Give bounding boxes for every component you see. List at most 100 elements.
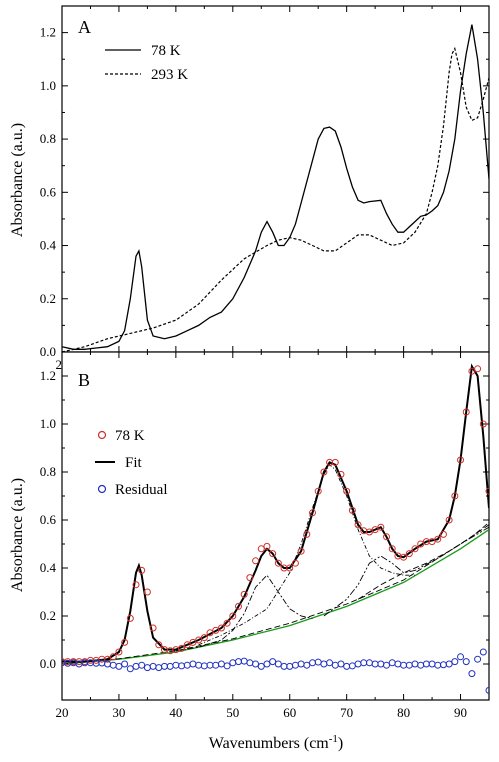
panel-a-y-axis-title: Absorbance (a.u.) — [9, 123, 26, 237]
panel-b-x-tick-label: 40 — [169, 705, 182, 720]
panel-b-residual-point — [115, 662, 123, 670]
panel-b-78-k-point — [121, 638, 129, 646]
panel-b-x-tick-label: 80 — [397, 705, 410, 720]
panel-b-78-k-point — [200, 634, 208, 642]
panel-b-78-k-point — [297, 547, 305, 555]
panel-b-78-k-point — [314, 487, 322, 495]
panel-b-78-k-point — [337, 470, 345, 478]
panel-b-78-k-point — [286, 564, 294, 572]
panel-b-78-k-point — [132, 581, 140, 589]
panel-b-residual-point — [223, 662, 231, 670]
panel-b-x-tick-label: 70 — [340, 705, 353, 720]
panel-b-residual-point — [263, 660, 271, 668]
panel-b-residual-point — [121, 660, 129, 668]
panel-a-y-tick-label: 1.0 — [40, 78, 56, 93]
panel-b-series — [62, 363, 489, 694]
panel-b-78-k-point — [457, 456, 465, 464]
panel-b-78-k-point — [377, 523, 385, 531]
panel-b-78-k-point — [331, 458, 339, 466]
panel-b-series-component-4 — [323, 526, 489, 617]
panel-b-y-tick-label: 0.2 — [40, 608, 56, 623]
panel-b-residual-point — [485, 686, 489, 694]
panel-b-residual-point — [274, 660, 282, 668]
panel-b-78-k-point — [195, 636, 203, 644]
panel-b-78-k-point — [212, 626, 220, 634]
panel-b-residual-point — [337, 660, 345, 668]
panel-b-78-k-point — [155, 641, 163, 649]
panel-b-78-k-point — [229, 612, 237, 620]
panel-b-y-tick-label: 0.6 — [40, 512, 57, 527]
panel-b-78-k-point — [206, 629, 214, 637]
panel-b-x-axis-title: Wavenumbers (cm-1) — [209, 733, 344, 752]
panel-b-y-tick-label: 1.2 — [40, 368, 56, 383]
panel-a-y-tick-label: 0.2 — [40, 291, 56, 306]
panel-b-78-k-point — [126, 614, 134, 622]
panel-b-78-k-point — [439, 530, 447, 538]
panel-a: A 20304050607080900.00.20.40.60.81.01.2 … — [9, 5, 490, 372]
panel-b-78-k-point — [263, 542, 271, 550]
panel-b-78-k-point — [240, 590, 248, 598]
panel-a-label: A — [78, 17, 91, 37]
panel-b-residual-point — [138, 661, 146, 669]
panel-a-series-78-k — [62, 24, 489, 350]
panel-b-78-k-point — [149, 624, 157, 632]
panel-b-78-k-point — [234, 602, 242, 610]
panel-b-residual-point — [257, 662, 265, 670]
panel-b-y-tick-label: 1.0 — [40, 416, 56, 431]
panel-b-y-tick-label: 0.0 — [40, 656, 56, 671]
panel-a-legend-label-78-k: 78 K — [151, 43, 181, 59]
panel-b-78-k-point — [115, 648, 123, 656]
panel-b-legend-label-78-k: 78 K — [115, 428, 145, 444]
panel-b-legend-swatch-78-k — [97, 430, 107, 440]
panel-b-78-k-point — [309, 509, 317, 517]
panel-b-series-component-5 — [357, 522, 489, 600]
panel-b-78-k-point — [388, 545, 396, 553]
panel-b-legend-swatch-residual — [97, 484, 107, 494]
panel-b-legend-label-fit: Fit — [125, 455, 143, 471]
panel-b-78-k-point — [189, 638, 197, 646]
panel-b-residual-point — [468, 670, 476, 678]
panel-b-x-tick-label: 90 — [454, 705, 467, 720]
panel-b-78-k-point — [303, 530, 311, 538]
panel-a-y-tick-label: 1.2 — [40, 25, 56, 40]
panel-b-series-component-3 — [198, 464, 415, 646]
panel-b-78-k-point — [417, 540, 425, 548]
x-title-b-suffix: ) — [338, 735, 343, 752]
panel-b: B 20 30 40 50 60 70 80 900.00.20.40.60.81.01.2 … — [9, 351, 490, 720]
panel-b-78-k-point — [252, 557, 260, 565]
panel-b-78-k-point — [320, 468, 328, 476]
panel-b-78-k-point — [445, 516, 453, 524]
panel-b-78-k-point — [109, 653, 117, 661]
panel-b-78-k-point — [462, 408, 470, 416]
panel-a-plot-area — [62, 24, 489, 352]
panel-b-78-k-point — [223, 619, 231, 627]
panel-b-78-k-point — [178, 644, 186, 652]
panel-b-residual-point — [252, 660, 260, 668]
panel-b-residual-point — [474, 655, 482, 663]
panel-b-residual-point — [445, 660, 453, 668]
panel-b-78-k-point — [474, 365, 482, 373]
panel-b-78-k-point — [383, 533, 391, 541]
panel-b-residual-point — [303, 661, 311, 669]
panel-a-y-tick-label: 0.0 — [40, 344, 56, 359]
panel-b-label: B — [78, 370, 90, 390]
panel-b-plot-area — [62, 363, 489, 694]
panel-b-frame — [61, 351, 490, 701]
panel-b-x-tick-label: 30 — [112, 705, 125, 720]
panel-b-residual-point — [383, 661, 391, 669]
panel-b-residual-point — [479, 648, 487, 656]
panel-b-x-tick-label: 50 — [226, 705, 239, 720]
panel-b-residual-point — [462, 658, 470, 666]
panel-b-78-k-point — [451, 492, 459, 500]
panel-b-residual-point — [269, 658, 277, 666]
panel-b-y-tick-label: 0.4 — [40, 560, 57, 575]
x-title-b-sup: -1 — [329, 733, 338, 745]
panel-b-series-baseline-green — [62, 529, 489, 665]
panel-b-78-k-point — [348, 506, 356, 514]
panel-b-x-tick-label: 20 — [56, 705, 69, 720]
panel-b-residual-point — [451, 658, 459, 666]
panel-b-78-k-point — [183, 641, 191, 649]
panel-b-78-k-point — [428, 538, 436, 546]
panel-b-residual-point — [326, 659, 334, 667]
panel-b-78-k-point — [479, 420, 487, 428]
